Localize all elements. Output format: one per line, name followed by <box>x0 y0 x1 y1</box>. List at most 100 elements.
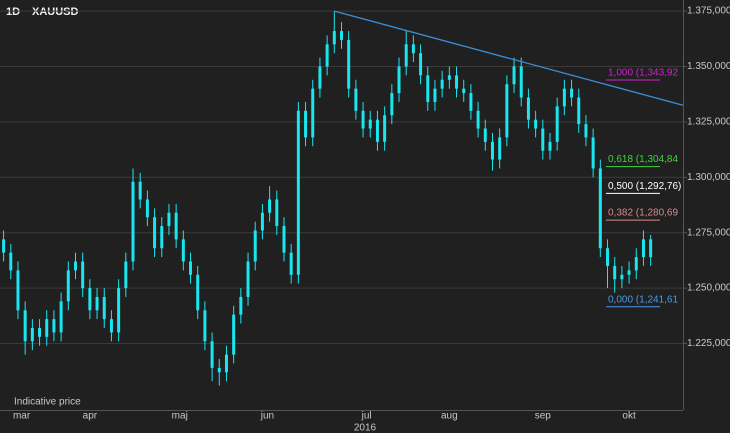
candle-body <box>52 319 56 333</box>
y-tick-label: 1.300,000 <box>687 172 730 183</box>
candle-body <box>433 88 437 102</box>
candle-body <box>117 288 121 333</box>
candle-body <box>174 212 178 240</box>
candle-body <box>2 239 6 253</box>
candle-body <box>124 261 128 289</box>
candle-body <box>16 270 20 311</box>
candle-body <box>447 75 451 80</box>
candle-body <box>30 328 34 342</box>
x-tick-label: jul <box>361 411 372 422</box>
candle-body <box>613 265 617 280</box>
candle-body <box>217 367 221 373</box>
trendline <box>334 10 684 106</box>
candle-body <box>512 66 516 85</box>
candle-body <box>160 226 164 249</box>
candle-body <box>224 354 228 373</box>
x-tick-label: sep <box>535 411 552 422</box>
y-tick-label: 1.225,000 <box>687 338 730 349</box>
candle-body <box>131 181 135 262</box>
candle-body <box>368 119 372 129</box>
candle-body <box>541 128 545 151</box>
candle-body <box>210 341 214 368</box>
candle-body <box>181 239 185 262</box>
candle-body <box>246 261 250 297</box>
candle-body <box>440 79 444 89</box>
candle-body <box>289 252 293 275</box>
candle-body <box>95 296 99 311</box>
candle-body <box>455 75 459 89</box>
candle-body <box>397 66 401 94</box>
candle-body <box>145 199 149 218</box>
chart-title: XAUUSD <box>32 6 79 18</box>
candle-body <box>426 75 430 102</box>
candle-body <box>404 44 408 67</box>
candle-body <box>476 110 480 129</box>
candle-body <box>260 212 264 231</box>
candle-body <box>253 230 257 262</box>
candle-body <box>81 261 85 289</box>
y-tick-label: 1.275,000 <box>687 227 730 238</box>
candle-body <box>347 39 351 89</box>
candle-body <box>318 66 322 89</box>
x-tick-label: maj <box>172 411 188 422</box>
candle-body <box>361 110 365 129</box>
candle-body <box>203 310 207 342</box>
candle-body <box>649 239 653 258</box>
candle-body <box>598 168 602 249</box>
fib-label: 0,382 (1,280,69 <box>608 208 678 219</box>
candle-body <box>88 288 92 311</box>
candle-body <box>577 97 581 125</box>
candle-body <box>73 261 77 271</box>
candle-body <box>268 199 272 213</box>
candle-body <box>59 301 63 333</box>
y-tick-label: 1.325,000 <box>687 117 730 128</box>
candle-body <box>634 257 638 271</box>
candle-body <box>332 31 336 45</box>
candle-body <box>66 270 70 302</box>
candle-body <box>526 97 530 120</box>
candle-body <box>102 296 106 320</box>
candle-body <box>9 252 13 271</box>
candle-body <box>519 66 523 98</box>
candle-body <box>109 319 113 333</box>
x-tick-label: okt <box>622 411 636 422</box>
candle-body <box>591 137 595 169</box>
fib-label: 0,500 (1,292,76) <box>608 181 681 192</box>
x-axis-label: 2016 <box>354 423 377 433</box>
candle-body <box>275 199 279 227</box>
y-tick-label: 1.250,000 <box>687 283 730 294</box>
candle-body <box>282 226 286 253</box>
candle-body <box>45 319 49 337</box>
candle-body <box>354 88 358 111</box>
candle-body <box>138 181 142 200</box>
candle-body <box>641 239 645 258</box>
candle-body <box>383 115 387 142</box>
x-tick-label: mar <box>13 411 31 422</box>
candle-body <box>23 310 27 342</box>
candle-body <box>239 296 243 315</box>
interval: 1D <box>6 6 20 18</box>
candle-body <box>627 270 631 275</box>
x-tick-label: jun <box>260 411 274 422</box>
candle-body <box>505 84 509 138</box>
candle-body <box>390 93 394 116</box>
candle-body <box>498 137 502 160</box>
candle-body <box>196 274 200 311</box>
candle-body <box>555 106 559 142</box>
candle-body <box>38 328 42 337</box>
candle-body <box>548 141 552 151</box>
candle-body <box>232 314 236 355</box>
candle-body <box>620 274 624 280</box>
candle-body <box>490 141 494 160</box>
candle-body <box>340 31 343 40</box>
candle-body <box>411 44 415 54</box>
candle-body <box>167 212 171 227</box>
y-tick-label: 1.375,000 <box>687 6 730 17</box>
candle-body <box>296 110 300 275</box>
candle-body <box>325 44 329 67</box>
candle-body <box>375 119 379 142</box>
note: Indicative price <box>14 397 81 408</box>
